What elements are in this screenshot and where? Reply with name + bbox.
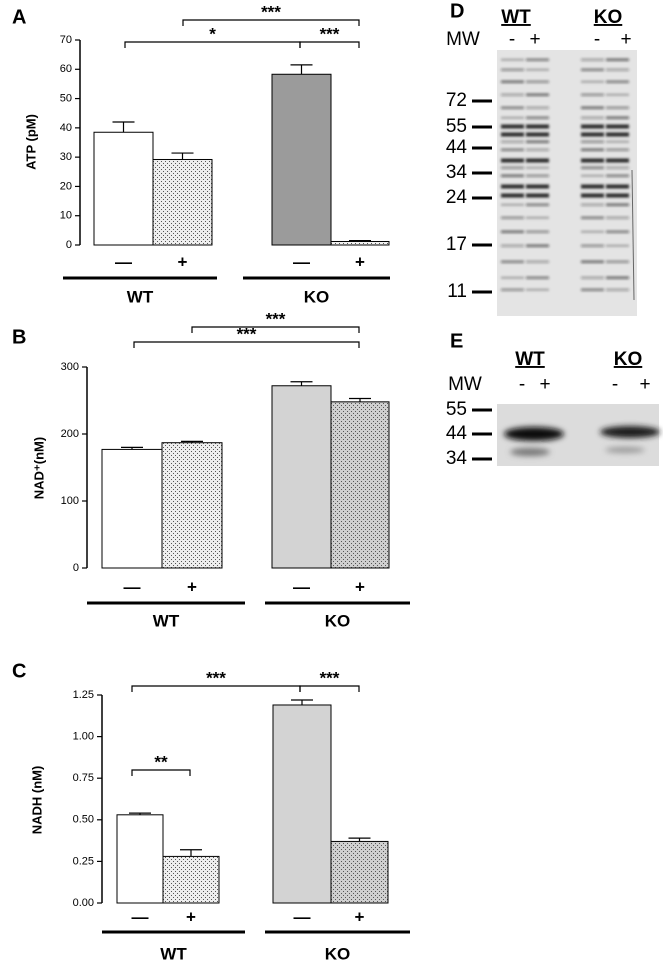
- y-axis-label: ATP (pM): [23, 114, 38, 170]
- mw-marker-label: 44: [446, 423, 468, 444]
- mw-marker-label: 44: [446, 137, 468, 158]
- panel-label: B: [12, 326, 26, 348]
- y-tick-label: 300: [61, 361, 79, 373]
- y-tick-label: 50: [60, 92, 72, 104]
- bar: [330, 240, 390, 246]
- y-tick-label: 40: [60, 122, 72, 134]
- category-label: —: [132, 907, 149, 926]
- category-label: —: [293, 252, 310, 271]
- gel-e-image: [497, 404, 660, 466]
- y-tick-label: 0.00: [73, 897, 94, 909]
- category-label: +: [355, 907, 365, 926]
- y-tick-label: 0: [66, 239, 72, 251]
- significance-bracket: [299, 41, 360, 48]
- gel-group-label: KO: [614, 349, 643, 370]
- category-label: +: [186, 907, 196, 926]
- y-tick-label: 1.00: [73, 731, 94, 743]
- group-label: WT: [127, 287, 154, 306]
- significance-label: ***: [206, 668, 226, 687]
- bar: [271, 385, 332, 569]
- y-tick-label: 0.75: [73, 772, 94, 784]
- significance-label: ***: [261, 2, 281, 21]
- bar: [271, 73, 332, 246]
- significance-bracket: [191, 326, 360, 333]
- mw-marker-label: 55: [446, 399, 467, 420]
- significance-label: ***: [320, 24, 340, 43]
- significance-bracket: [182, 19, 360, 26]
- lane-label: +: [639, 374, 650, 395]
- category-label: +: [355, 252, 365, 271]
- gel-group-label: KO: [594, 7, 623, 28]
- lane-label: -: [612, 374, 618, 395]
- panel-label: E: [450, 330, 463, 352]
- y-axis-label: NADH (nM): [29, 766, 44, 835]
- y-tick-label: 0.50: [73, 814, 94, 826]
- mw-marker-label: 34: [446, 162, 468, 183]
- gel-group-label: WT: [501, 7, 531, 28]
- mw-label: MW: [446, 29, 480, 50]
- bar: [161, 442, 223, 569]
- lane-label: -: [519, 374, 525, 395]
- significance-bracket: [131, 769, 191, 776]
- group-label: KO: [325, 611, 351, 630]
- gel-d-image: [497, 50, 637, 316]
- group-label: KO: [325, 944, 351, 962]
- lane-label: -: [594, 29, 600, 50]
- category-label: —: [294, 907, 311, 926]
- category-label: —: [293, 577, 310, 596]
- category-label: +: [187, 577, 197, 596]
- bar: [101, 448, 163, 569]
- bar: [152, 158, 213, 246]
- panel-label: C: [12, 660, 26, 682]
- significance-label: ***: [237, 324, 257, 343]
- gel-group-label: WT: [515, 349, 545, 370]
- category-label: —: [124, 577, 141, 596]
- category-label: +: [355, 577, 365, 596]
- group-label: WT: [160, 944, 187, 962]
- y-tick-label: 30: [60, 151, 72, 163]
- mw-label: MW: [448, 374, 482, 395]
- y-tick-label: 1.25: [73, 689, 94, 701]
- lane-label: -: [509, 29, 515, 50]
- significance-label: **: [154, 752, 168, 771]
- mw-marker-label: 34: [446, 448, 468, 469]
- y-tick-label: 20: [60, 180, 72, 192]
- significance-bracket: [133, 341, 360, 348]
- category-label: +: [178, 252, 188, 271]
- y-tick-label: 70: [60, 34, 72, 46]
- y-tick-label: 200: [61, 428, 79, 440]
- bar: [116, 814, 164, 904]
- panel-label: D: [450, 0, 464, 22]
- lane-label: +: [539, 374, 550, 395]
- mw-marker-label: 55: [446, 116, 467, 137]
- significance-label: ***: [266, 309, 286, 328]
- group-label: KO: [304, 287, 330, 306]
- y-tick-label: 10: [60, 210, 72, 222]
- mw-marker-label: 72: [446, 90, 467, 111]
- y-tick-label: 100: [61, 495, 79, 507]
- bar: [330, 401, 390, 569]
- significance-label: ***: [320, 668, 340, 687]
- y-axis-label: NAD⁺(nM): [31, 437, 46, 499]
- bar: [330, 840, 389, 904]
- group-label: WT: [153, 611, 180, 630]
- category-label: —: [115, 252, 132, 271]
- mw-marker-label: 17: [446, 234, 467, 255]
- lane-label: +: [529, 29, 540, 50]
- significance-bracket: [299, 685, 360, 692]
- bar: [162, 855, 220, 904]
- bar: [93, 131, 154, 246]
- y-tick-label: 0: [73, 562, 79, 574]
- significance-label: *: [209, 24, 216, 43]
- panel-label: A: [12, 6, 26, 28]
- mw-marker-label: 11: [447, 281, 467, 302]
- bar: [272, 704, 332, 904]
- y-tick-label: 0.25: [73, 855, 94, 867]
- mw-marker-label: 24: [446, 187, 468, 208]
- y-tick-label: 60: [60, 63, 72, 75]
- lane-label: +: [620, 29, 631, 50]
